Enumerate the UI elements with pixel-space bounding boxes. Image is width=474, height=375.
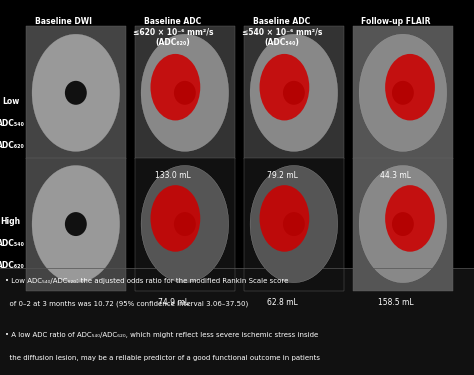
Ellipse shape [392,212,414,236]
Text: the diffusion lesion, may be a reliable predictor of a good functional outcome i: the diffusion lesion, may be a reliable … [5,355,320,361]
Text: 62.8 mL: 62.8 mL [267,298,297,307]
Ellipse shape [150,54,200,120]
Bar [353,26,453,159]
Bar [26,158,126,291]
Ellipse shape [174,81,196,105]
Ellipse shape [141,165,228,283]
Ellipse shape [259,54,309,120]
Ellipse shape [65,81,87,105]
Text: Low: Low [2,98,19,106]
Ellipse shape [385,54,435,120]
Text: Baseline DWI: Baseline DWI [36,17,92,26]
Text: High: High [0,217,20,226]
Text: ADC₆₂₀: ADC₆₂₀ [0,141,24,150]
Ellipse shape [385,185,435,252]
Text: • Low ADC₅₄₀/ADC₆₂₀: the adjusted odds ratio for the modified Rankin Scale score: • Low ADC₅₄₀/ADC₆₂₀: the adjusted odds r… [5,278,288,284]
Text: ADC₅₄₀: ADC₅₄₀ [0,239,24,248]
Text: 133.0 mL: 133.0 mL [155,171,191,180]
Bar [135,26,235,159]
Text: 74.9 mL: 74.9 mL [157,298,189,307]
Text: Baseline ADC
≤620 × 10⁻⁶ mm²/s
(ADC₆₂₀): Baseline ADC ≤620 × 10⁻⁶ mm²/s (ADC₆₂₀) [133,17,213,46]
Ellipse shape [150,185,200,252]
Ellipse shape [32,165,119,283]
Ellipse shape [283,81,305,105]
Text: ADC₆₂₀: ADC₆₂₀ [0,261,24,270]
Ellipse shape [392,81,414,105]
Ellipse shape [174,212,196,236]
Bar [135,158,235,291]
Bar [244,26,344,159]
Ellipse shape [259,185,309,252]
Text: Baseline ADC
≤540 × 10⁻⁶ mm²/s
(ADC₅₄₀): Baseline ADC ≤540 × 10⁻⁶ mm²/s (ADC₅₄₀) [242,17,322,46]
Text: • A low ADC ratio of ADC₅₄₀/ADC₆₂₀, which might reflect less severe ischemic str: • A low ADC ratio of ADC₅₄₀/ADC₆₂₀, whic… [5,332,318,338]
Ellipse shape [250,165,337,283]
Ellipse shape [283,212,305,236]
Text: ADC₅₄₀: ADC₅₄₀ [0,119,24,128]
Ellipse shape [32,34,119,152]
Text: 44.3 mL: 44.3 mL [380,171,411,180]
Ellipse shape [359,165,447,283]
Bar [0,268,474,375]
Ellipse shape [141,34,228,152]
Text: 158.5 mL: 158.5 mL [378,298,414,307]
Ellipse shape [65,212,87,236]
Text: of 0–2 at 3 months was 10.72 (95% confidence interval 3.06–37.50): of 0–2 at 3 months was 10.72 (95% confid… [5,301,248,307]
Bar [244,158,344,291]
Ellipse shape [359,34,447,152]
Bar [26,26,126,159]
Ellipse shape [250,34,337,152]
Text: 79.2 mL: 79.2 mL [266,171,298,180]
Text: Follow-up FLAIR: Follow-up FLAIR [361,17,430,26]
Bar [353,158,453,291]
